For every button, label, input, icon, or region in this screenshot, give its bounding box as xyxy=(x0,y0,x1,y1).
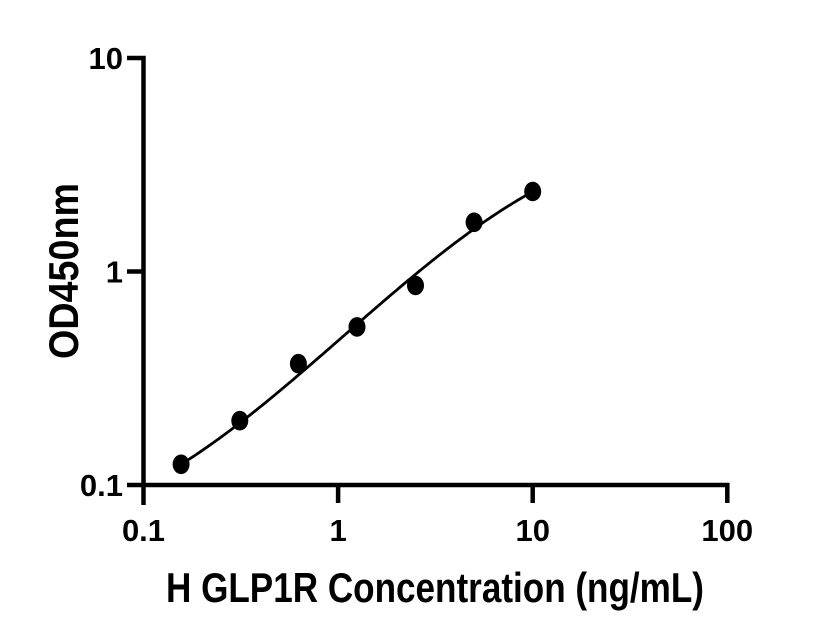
x-tick-label: 10 xyxy=(515,513,549,548)
data-point xyxy=(465,212,483,233)
x-tick-label: 0.1 xyxy=(122,513,165,548)
data-point xyxy=(289,353,307,374)
x-axis-title: H GLP1R Concentration (ng/mL) xyxy=(166,564,704,611)
y-tick-label: 10 xyxy=(89,41,123,76)
plot-area: 0.1 1 10 0.1 1 10 100 xyxy=(80,41,753,548)
y-axis xyxy=(127,55,146,505)
x-tick-label: 100 xyxy=(701,513,753,548)
data-point xyxy=(231,410,249,431)
y-tick-label: 1 xyxy=(106,255,123,290)
y-tick-label: 0.1 xyxy=(80,468,123,503)
data-point xyxy=(524,181,542,202)
x-tick-label: 1 xyxy=(329,513,346,548)
x-axis xyxy=(127,482,730,503)
data-point xyxy=(172,454,190,475)
data-point xyxy=(348,317,366,337)
y-axis-title: OD450nm xyxy=(40,183,87,359)
data-point xyxy=(407,275,424,296)
